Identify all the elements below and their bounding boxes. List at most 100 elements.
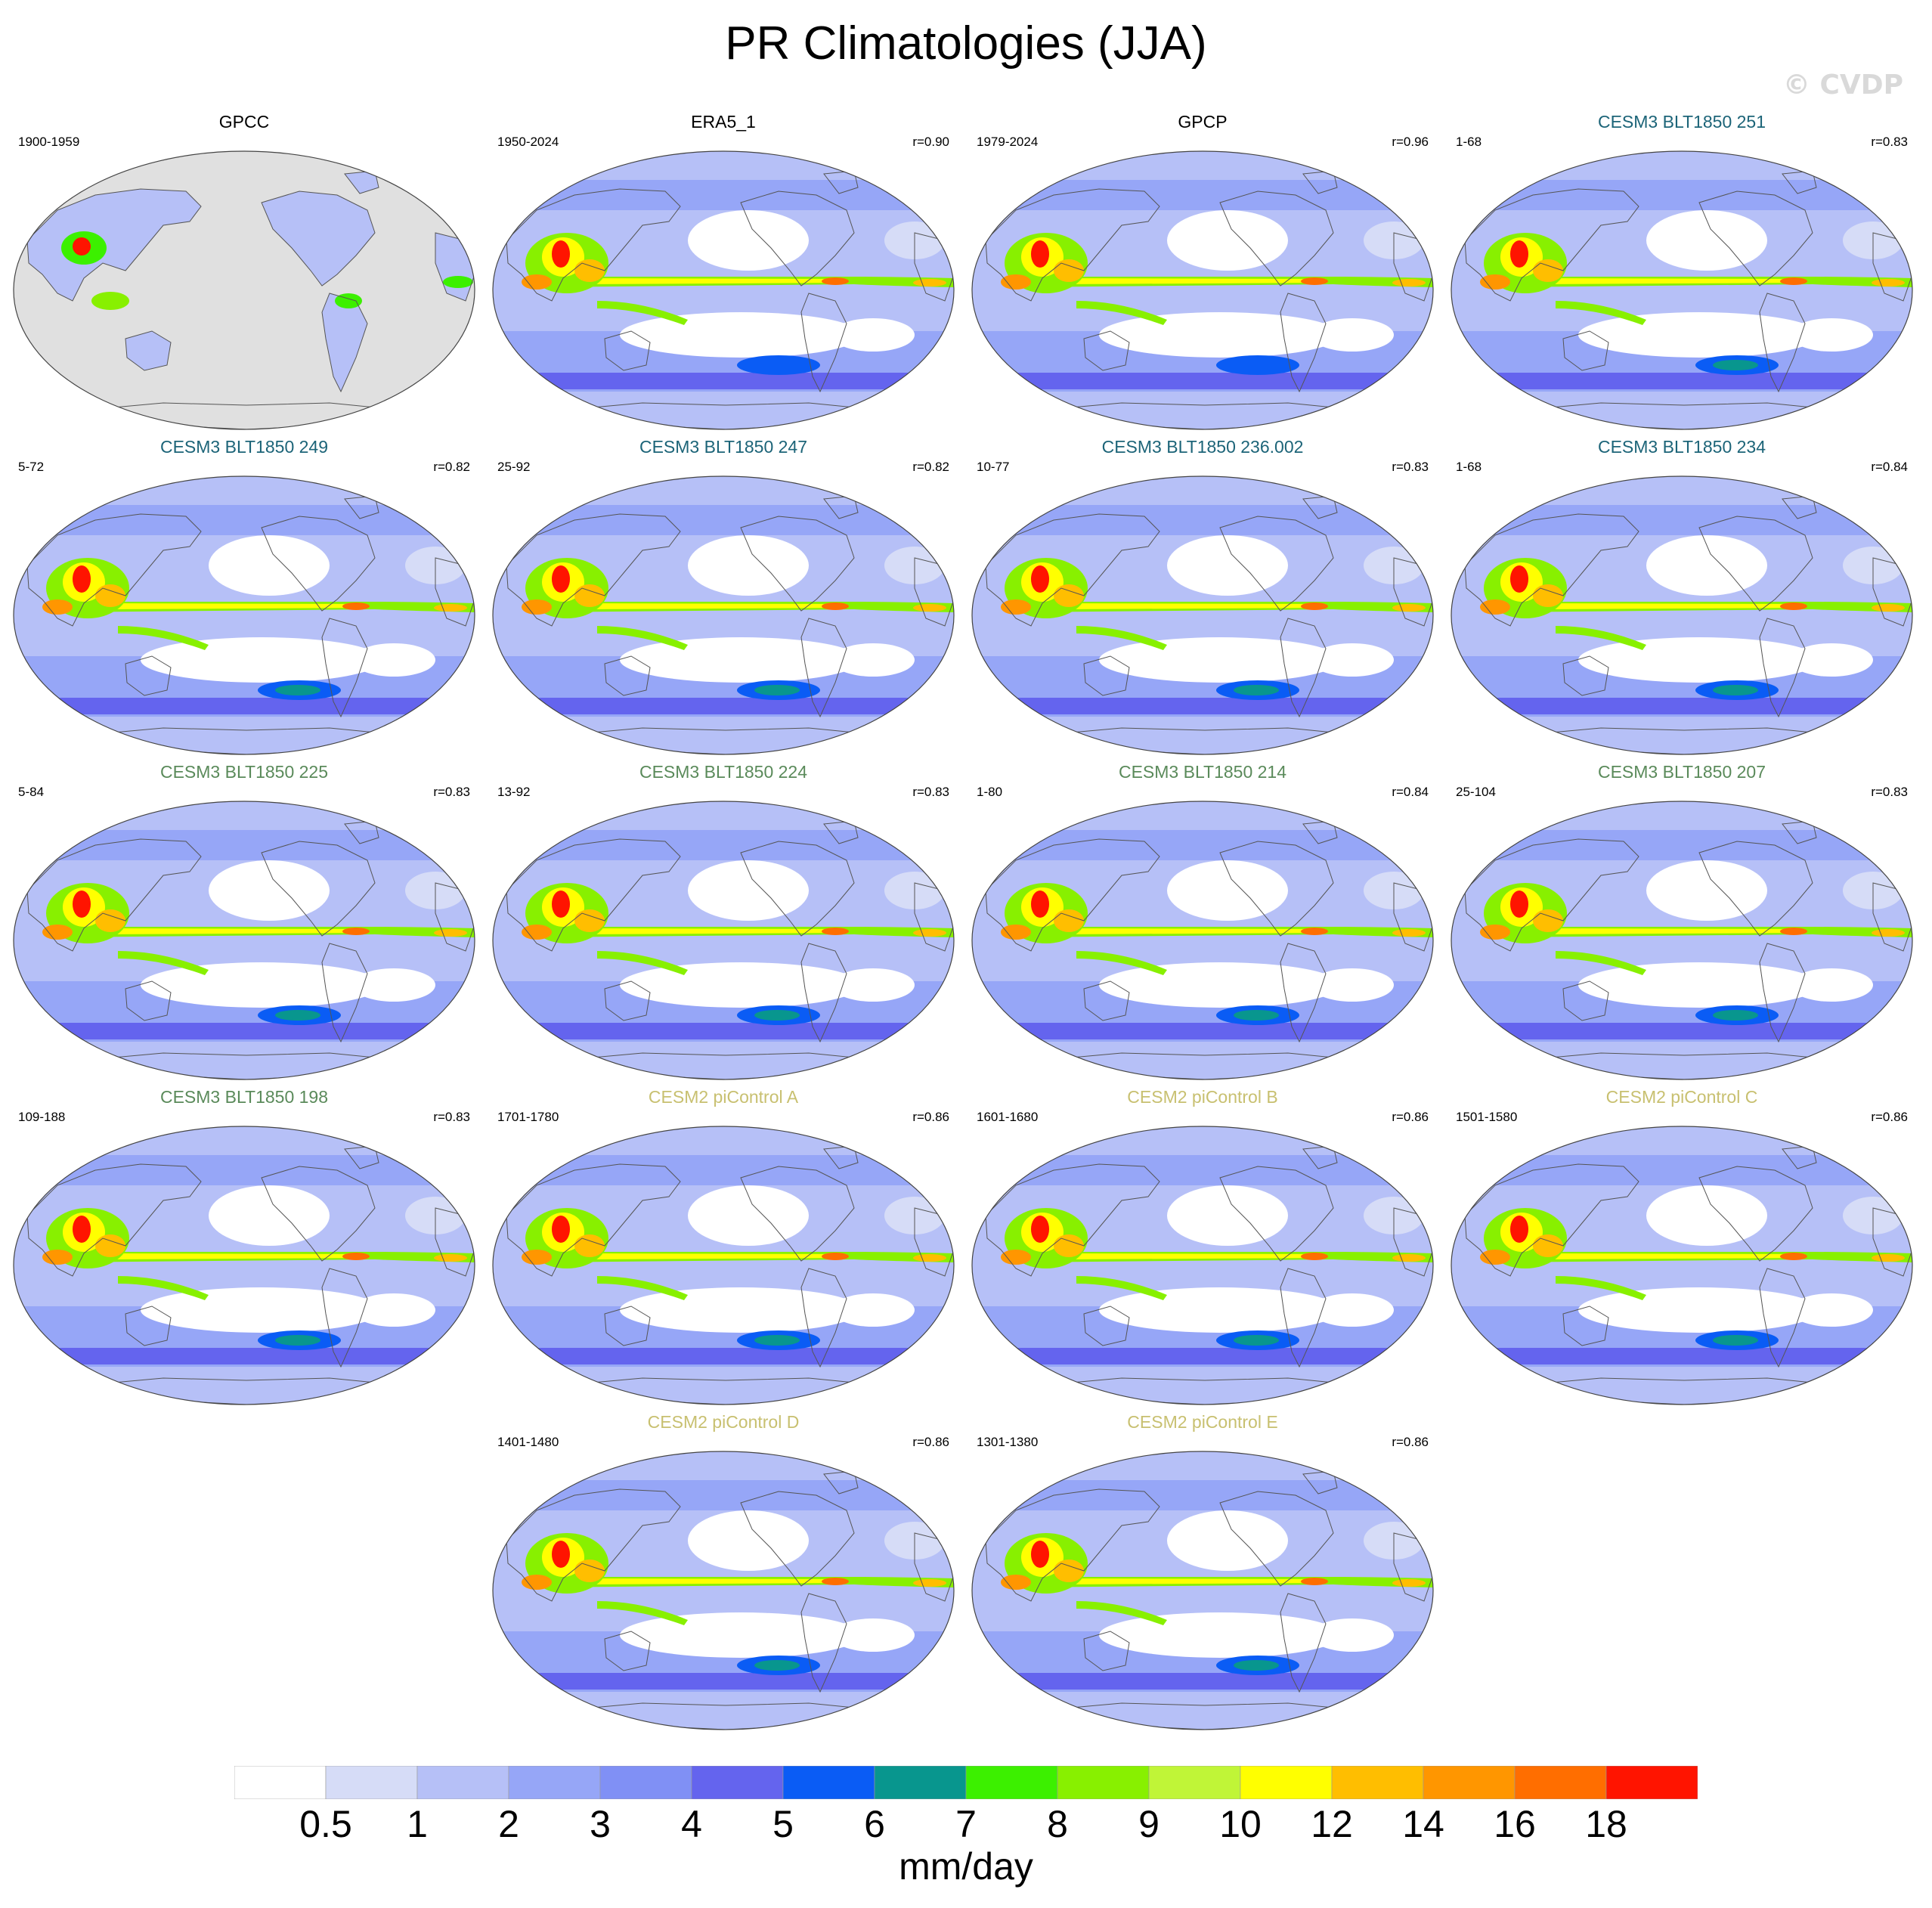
map-panel: CESM3 BLT1850 247 25-92 r=0.82 bbox=[485, 437, 961, 762]
precipitation-map bbox=[1451, 801, 1913, 1080]
panel-correlation: r=0.90 bbox=[912, 135, 949, 149]
panel-period: 1401-1480 bbox=[497, 1435, 559, 1449]
precipitation-map bbox=[13, 801, 475, 1080]
map-panel: ERA5_1 1950-2024 r=0.90 bbox=[485, 112, 961, 437]
map-panel: GPCP 1979-2024 r=0.96 bbox=[964, 112, 1441, 437]
colorbar-tick-label: 2 bbox=[498, 1803, 519, 1845]
precipitation-map bbox=[1451, 1126, 1913, 1405]
map-panel: CESM3 BLT1850 225 5-84 r=0.83 bbox=[6, 762, 482, 1087]
colorbar-tick-label: 4 bbox=[681, 1803, 702, 1845]
colorbar-swatch bbox=[782, 1766, 875, 1799]
map-panel: CESM3 BLT1850 214 1-80 r=0.84 bbox=[964, 762, 1441, 1087]
map-panel: CESM2 piControl B 1601-1680 r=0.86 bbox=[964, 1087, 1441, 1412]
precipitation-map bbox=[971, 150, 1434, 430]
precipitation-map bbox=[13, 150, 475, 430]
colorbar-tick-label: 6 bbox=[864, 1803, 885, 1845]
panel-title: CESM3 BLT1850 198 bbox=[159, 1087, 329, 1107]
panel-correlation: r=0.86 bbox=[1392, 1435, 1429, 1449]
colorbar-swatch bbox=[508, 1766, 601, 1799]
map-panel: CESM3 BLT1850 234 1-68 r=0.84 bbox=[1444, 437, 1920, 762]
panel-period: 1-68 bbox=[1456, 460, 1482, 474]
panel-period: 1979-2024 bbox=[977, 135, 1039, 149]
precipitation-map bbox=[971, 801, 1434, 1080]
colorbar-tick-label: 5 bbox=[772, 1803, 794, 1845]
panel-title: CESM2 piControl C bbox=[1605, 1087, 1758, 1107]
panel-correlation: r=0.83 bbox=[1871, 135, 1908, 149]
panel-period: 1501-1580 bbox=[1456, 1110, 1518, 1124]
panel-period: 13-92 bbox=[497, 785, 531, 799]
precipitation-map bbox=[13, 475, 475, 755]
panel-correlation: r=0.83 bbox=[1392, 460, 1429, 474]
colorbar-swatch bbox=[416, 1766, 509, 1799]
panel-period: 5-84 bbox=[18, 785, 45, 799]
precipitation-map bbox=[492, 150, 955, 430]
colorbar-swatch bbox=[1331, 1766, 1424, 1799]
colorbar-tick-label: 8 bbox=[1047, 1803, 1068, 1845]
panel-correlation: r=0.83 bbox=[1871, 785, 1908, 799]
colorbar-swatch bbox=[1240, 1766, 1333, 1799]
panel-period: 1701-1780 bbox=[497, 1110, 559, 1124]
panel-correlation: r=0.83 bbox=[912, 785, 949, 799]
colorbar-tick-label: 12 bbox=[1311, 1803, 1353, 1845]
map-panel: CESM3 BLT1850 224 13-92 r=0.83 bbox=[485, 762, 961, 1087]
map-panel: CESM2 piControl E 1301-1380 r=0.86 bbox=[964, 1412, 1441, 1737]
map-panel: CESM2 piControl D 1401-1480 r=0.86 bbox=[485, 1412, 961, 1737]
map-panel: CESM3 BLT1850 249 5-72 r=0.82 bbox=[6, 437, 482, 762]
panel-title: CESM2 piControl E bbox=[1127, 1412, 1278, 1432]
panel-title: CESM3 BLT1850 207 bbox=[1597, 762, 1766, 782]
panel-correlation: r=0.96 bbox=[1392, 135, 1429, 149]
panel-period: 25-92 bbox=[497, 460, 531, 474]
panel-title: CESM3 BLT1850 251 bbox=[1597, 112, 1766, 132]
precipitation-map bbox=[13, 1126, 475, 1405]
panel-period: 10-77 bbox=[977, 460, 1010, 474]
colorbar-swatch bbox=[325, 1766, 418, 1799]
panel-correlation: r=0.86 bbox=[912, 1110, 949, 1124]
colorbar-swatch bbox=[874, 1766, 967, 1799]
panel-correlation: r=0.86 bbox=[912, 1435, 949, 1449]
panel-title: CESM3 BLT1850 234 bbox=[1597, 437, 1766, 457]
panel-period: 1950-2024 bbox=[497, 135, 559, 149]
map-panel: GPCC 1900-1959 bbox=[6, 112, 482, 437]
figure-title: PR Climatologies (JJA) bbox=[725, 17, 1207, 70]
map-panel: CESM2 piControl A 1701-1780 r=0.86 bbox=[485, 1087, 961, 1412]
precipitation-map bbox=[1451, 475, 1913, 755]
colorbar-unit: mm/day bbox=[899, 1845, 1033, 1888]
panel-title: CESM3 BLT1850 225 bbox=[159, 762, 329, 782]
panel-correlation: r=0.84 bbox=[1392, 785, 1429, 799]
panel-period: 1900-1959 bbox=[18, 135, 80, 149]
panel-period: 1-80 bbox=[977, 785, 1003, 799]
panel-correlation: r=0.86 bbox=[1392, 1110, 1429, 1124]
colorbar-swatch bbox=[691, 1766, 784, 1799]
colorbar-swatch bbox=[1148, 1766, 1241, 1799]
precipitation-map bbox=[492, 1126, 955, 1405]
panel-correlation: r=0.83 bbox=[433, 785, 470, 799]
panel-period: 5-72 bbox=[18, 460, 45, 474]
colorbar-tick-label: 10 bbox=[1219, 1803, 1262, 1845]
colorbar-tick-label: 0.5 bbox=[299, 1803, 352, 1845]
panel-correlation: r=0.83 bbox=[433, 1110, 470, 1124]
colorbar-tick-label: 16 bbox=[1494, 1803, 1536, 1845]
precipitation-map bbox=[971, 1126, 1434, 1405]
panel-correlation: r=0.84 bbox=[1871, 460, 1908, 474]
precipitation-map bbox=[492, 801, 955, 1080]
panel-title: CESM2 piControl A bbox=[648, 1087, 799, 1107]
colorbar-swatch bbox=[599, 1766, 692, 1799]
colorbar-swatch bbox=[1423, 1766, 1516, 1799]
map-panel: CESM3 BLT1850 236.002 10-77 r=0.83 bbox=[964, 437, 1441, 762]
colorbar-tick-label: 1 bbox=[407, 1803, 428, 1845]
panel-title: CESM3 BLT1850 247 bbox=[639, 437, 808, 457]
colorbar-tick-label: 18 bbox=[1585, 1803, 1627, 1845]
panel-period: 1301-1380 bbox=[977, 1435, 1039, 1449]
colorbar-swatch bbox=[965, 1766, 1058, 1799]
map-panel: CESM2 piControl C 1501-1580 r=0.86 bbox=[1444, 1087, 1920, 1412]
panel-correlation: r=0.86 bbox=[1871, 1110, 1908, 1124]
panel-title: GPCP bbox=[1178, 112, 1228, 132]
precipitation-map bbox=[492, 1451, 955, 1730]
colorbar-tick-label: 3 bbox=[590, 1803, 611, 1845]
precipitation-map bbox=[971, 1451, 1434, 1730]
colorbar-swatch bbox=[234, 1766, 327, 1799]
panel-title: CESM2 piControl B bbox=[1127, 1087, 1278, 1107]
panel-title: GPCC bbox=[218, 112, 270, 132]
colorbar bbox=[234, 1766, 1698, 1799]
panel-title: CESM3 BLT1850 224 bbox=[639, 762, 808, 782]
